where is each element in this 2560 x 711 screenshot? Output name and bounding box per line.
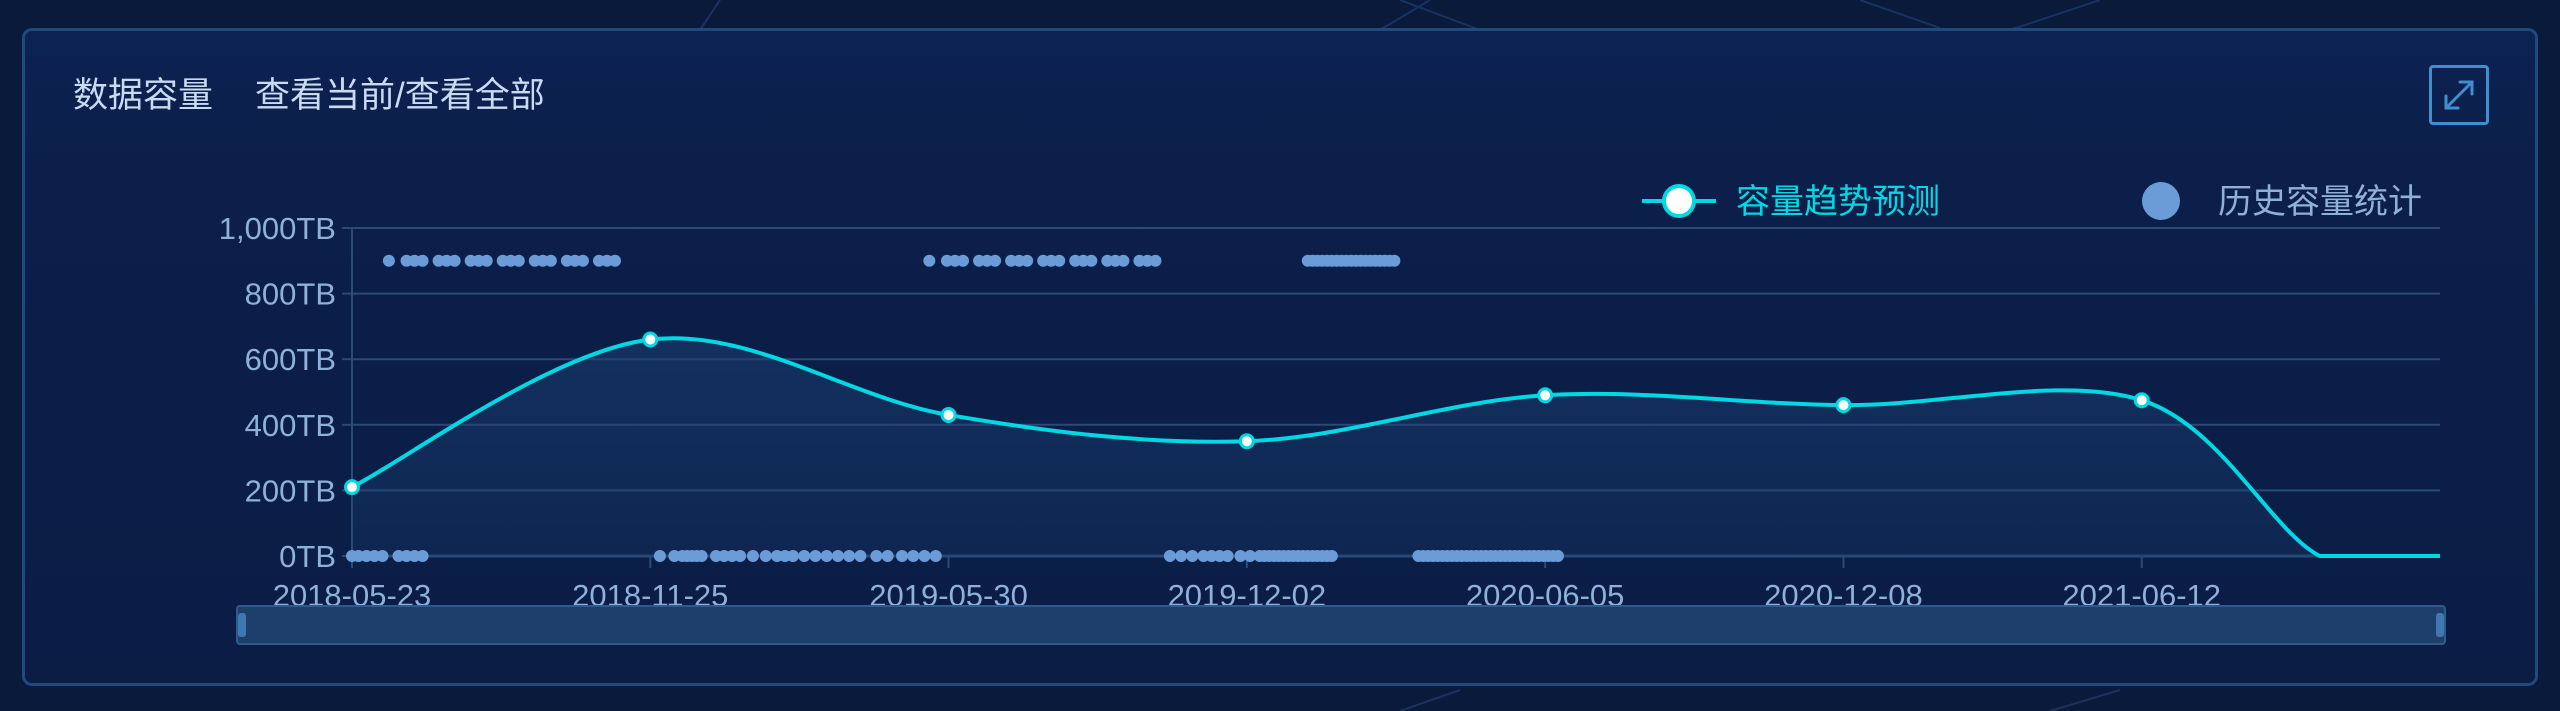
forecast-point: [1835, 397, 1852, 414]
history-point: [512, 254, 525, 267]
legend-forecast-label: 容量趋势预测: [1736, 183, 1940, 221]
history-point: [798, 550, 811, 562]
forecast-point: [940, 406, 957, 423]
history-point: [957, 254, 970, 267]
history-point: [1388, 254, 1401, 267]
history-point: [576, 254, 589, 267]
panel-title-text: 数据容量: [73, 76, 214, 115]
history-point: [480, 254, 493, 267]
history-point: [831, 550, 844, 562]
zoom-handle-left[interactable]: [238, 613, 246, 637]
expand-icon: [2444, 80, 2474, 110]
history-point: [376, 550, 389, 562]
history-point: [1244, 550, 1257, 562]
history-point: [870, 550, 883, 562]
history-point: [695, 550, 708, 562]
legend-history-label: 历史容量统计: [2218, 183, 2422, 221]
capacity-panel: 数据容量 查看当前/查看全部: [22, 28, 2538, 686]
panel-title: 数据容量 查看当前/查看全部: [73, 67, 545, 118]
history-point: [929, 550, 942, 562]
forecast-point: [344, 479, 360, 496]
history-point: [1325, 550, 1338, 562]
y-tick-label: 0TB: [279, 539, 336, 574]
history-point: [746, 550, 759, 562]
forecast-point: [1238, 433, 1255, 450]
history-point: [653, 550, 666, 562]
history-point: [854, 550, 867, 562]
history-point: [416, 254, 429, 267]
history-point: [989, 254, 1002, 267]
history-point: [1085, 254, 1098, 267]
history-point: [1053, 254, 1066, 267]
history-point: [1149, 254, 1162, 267]
y-tick-label: 1,000TB: [219, 211, 336, 246]
history-point: [843, 550, 856, 562]
chart-legend: 容量趋势预测 历史容量统计: [1642, 182, 2422, 221]
history-point: [1163, 550, 1176, 562]
history-point: [787, 550, 800, 562]
history-point: [1117, 254, 1130, 267]
history-point: [918, 550, 931, 562]
zoom-track[interactable]: [236, 605, 2446, 645]
history-point: [820, 550, 833, 562]
history-point: [881, 550, 894, 562]
y-tick-label: 800TB: [245, 277, 336, 312]
forecast-point: [1537, 387, 1554, 404]
y-axis: 0TB 200TB 400TB 600TB 800TB 1,000TB: [219, 211, 353, 574]
forecast-line: [351, 336, 2440, 559]
history-point: [1234, 550, 1247, 562]
data-zoom-slider[interactable]: [236, 605, 2446, 645]
history-point: [1175, 550, 1188, 562]
history-scatter: [346, 254, 1564, 562]
forecast-point: [642, 331, 659, 348]
history-point: [1186, 550, 1199, 562]
history-point: [416, 550, 429, 562]
legend-history-marker-icon: [2142, 182, 2180, 220]
history-point: [544, 254, 557, 267]
zoom-handle-right[interactable]: [2436, 613, 2444, 637]
view-toggle-link[interactable]: 查看当前/查看全部: [255, 76, 545, 115]
history-point: [1021, 254, 1034, 267]
history-point: [609, 254, 622, 267]
y-tick-label: 200TB: [245, 473, 336, 508]
history-point: [1221, 550, 1234, 562]
y-tick-label: 600TB: [245, 342, 336, 377]
history-point: [1551, 550, 1564, 562]
history-point: [448, 254, 461, 267]
expand-button[interactable]: [2429, 65, 2489, 125]
y-tick-label: 400TB: [245, 408, 336, 443]
forecast-area-fill: [352, 338, 2440, 556]
history-point: [896, 550, 909, 562]
history-point: [809, 550, 822, 562]
forecast-line-group: [344, 331, 2440, 559]
history-point: [907, 550, 920, 562]
history-point: [923, 254, 936, 267]
forecast-area: [352, 338, 2440, 556]
history-point: [734, 550, 747, 562]
forecast-point: [2133, 392, 2150, 409]
history-point: [382, 254, 395, 267]
legend-forecast-marker-icon: [1662, 184, 1696, 218]
history-point: [759, 550, 772, 562]
